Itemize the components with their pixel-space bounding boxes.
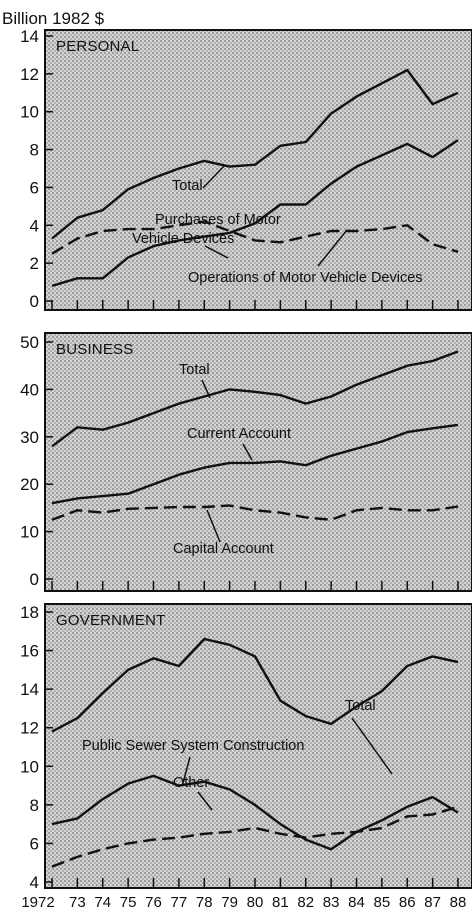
x-tick-label: 83: [323, 894, 340, 911]
panel-title: PERSONAL: [56, 38, 139, 55]
x-tick-label: 79: [221, 894, 238, 911]
x-tick-label: 78: [196, 894, 213, 911]
x-tick-label: 73: [69, 894, 86, 911]
label-leader: [351, 717, 393, 775]
y-tick-label: 10: [20, 523, 39, 542]
panel-business: 0 10 20 30 40 50 BUSINESS Total Current Account C…: [20, 332, 472, 592]
series-line: [51, 220, 459, 255]
series-label: Other: [173, 775, 209, 791]
label-leader: [317, 229, 348, 267]
y-tick-label: 10: [20, 103, 39, 122]
y-tick-label: 50: [20, 333, 39, 352]
label-leader: [206, 509, 221, 543]
y-tick-label: 0: [30, 570, 39, 589]
y-tick-label: 14: [20, 27, 39, 46]
series-label: Capital Account: [173, 541, 274, 557]
panel-government: 4 6 8 10 12 14 16 18 GOVERNMENT Total Public Sewer…: [20, 603, 472, 892]
label-leader: [201, 379, 211, 399]
series-line: [51, 504, 459, 521]
series-label: Total: [345, 698, 376, 714]
series-line: [51, 637, 459, 733]
x-tick-label: 82: [297, 894, 314, 911]
x-tick-label: 88: [450, 894, 467, 911]
y-tick-label: 8: [30, 796, 39, 815]
y-tick-label: 4: [30, 873, 39, 892]
x-tick-label: 85: [374, 894, 391, 911]
series-line: [51, 68, 459, 240]
x-tick-label: 76: [145, 894, 162, 911]
x-tick-label: 77: [171, 894, 188, 911]
series-label: Total: [179, 362, 210, 378]
series-label: Public Sewer System Construction: [82, 738, 304, 754]
y-tick-label: 20: [20, 475, 39, 494]
label-leader: [197, 791, 213, 811]
x-tick-label: 75: [120, 894, 137, 911]
y-tick-label: 10: [20, 757, 39, 776]
series-line: [51, 139, 459, 288]
series-line: [51, 350, 459, 448]
x-tick-label: 87: [424, 894, 441, 911]
x-tick-label: 84: [348, 894, 365, 911]
series-label: Vehicle Devices: [132, 231, 234, 247]
x-tick-label: 81: [272, 894, 289, 911]
y-tick-label: 12: [20, 65, 39, 84]
label-leader: [182, 756, 191, 784]
y-tick-label: 4: [30, 216, 39, 235]
y-tick-label: 16: [20, 642, 39, 661]
x-tick-label: 1972: [21, 894, 54, 911]
series-label: Operations of Motor Vehicle Devices: [188, 270, 423, 286]
y-tick-label: 14: [20, 680, 39, 699]
y-tick-label: 8: [30, 141, 39, 160]
label-leader: [204, 245, 229, 259]
y-tick-label: 2: [30, 254, 39, 273]
x-tick-label: 86: [399, 894, 416, 911]
y-tick-label: 12: [20, 719, 39, 738]
y-tick-label: 40: [20, 380, 39, 399]
series-line: [51, 423, 459, 505]
panel-title: GOVERNMENT: [56, 612, 166, 629]
y-tick-label: 6: [30, 178, 39, 197]
x-axis-labels: 1972 73 74 75 76 77 78 79 80 81 82 83 84 85 86 87 88: [21, 894, 466, 911]
label-leader: [202, 164, 226, 189]
y-tick-label: 18: [20, 603, 39, 622]
series-line: [51, 805, 459, 868]
y-tick-label: 6: [30, 834, 39, 853]
plot-area: [44, 603, 472, 889]
series-label: Current Account: [187, 426, 291, 442]
plot-area: [44, 29, 472, 311]
series-line: [51, 774, 459, 851]
x-tick-label: 74: [94, 894, 111, 911]
series-label: Total: [172, 178, 203, 194]
panel-title: BUSINESS: [56, 341, 133, 358]
label-leader: [242, 443, 253, 461]
unit-label: Billion 1982 $: [2, 9, 105, 28]
x-tick-label: 80: [247, 894, 264, 911]
y-tick-label: 30: [20, 428, 39, 447]
y-tick-label: 0: [30, 292, 39, 311]
